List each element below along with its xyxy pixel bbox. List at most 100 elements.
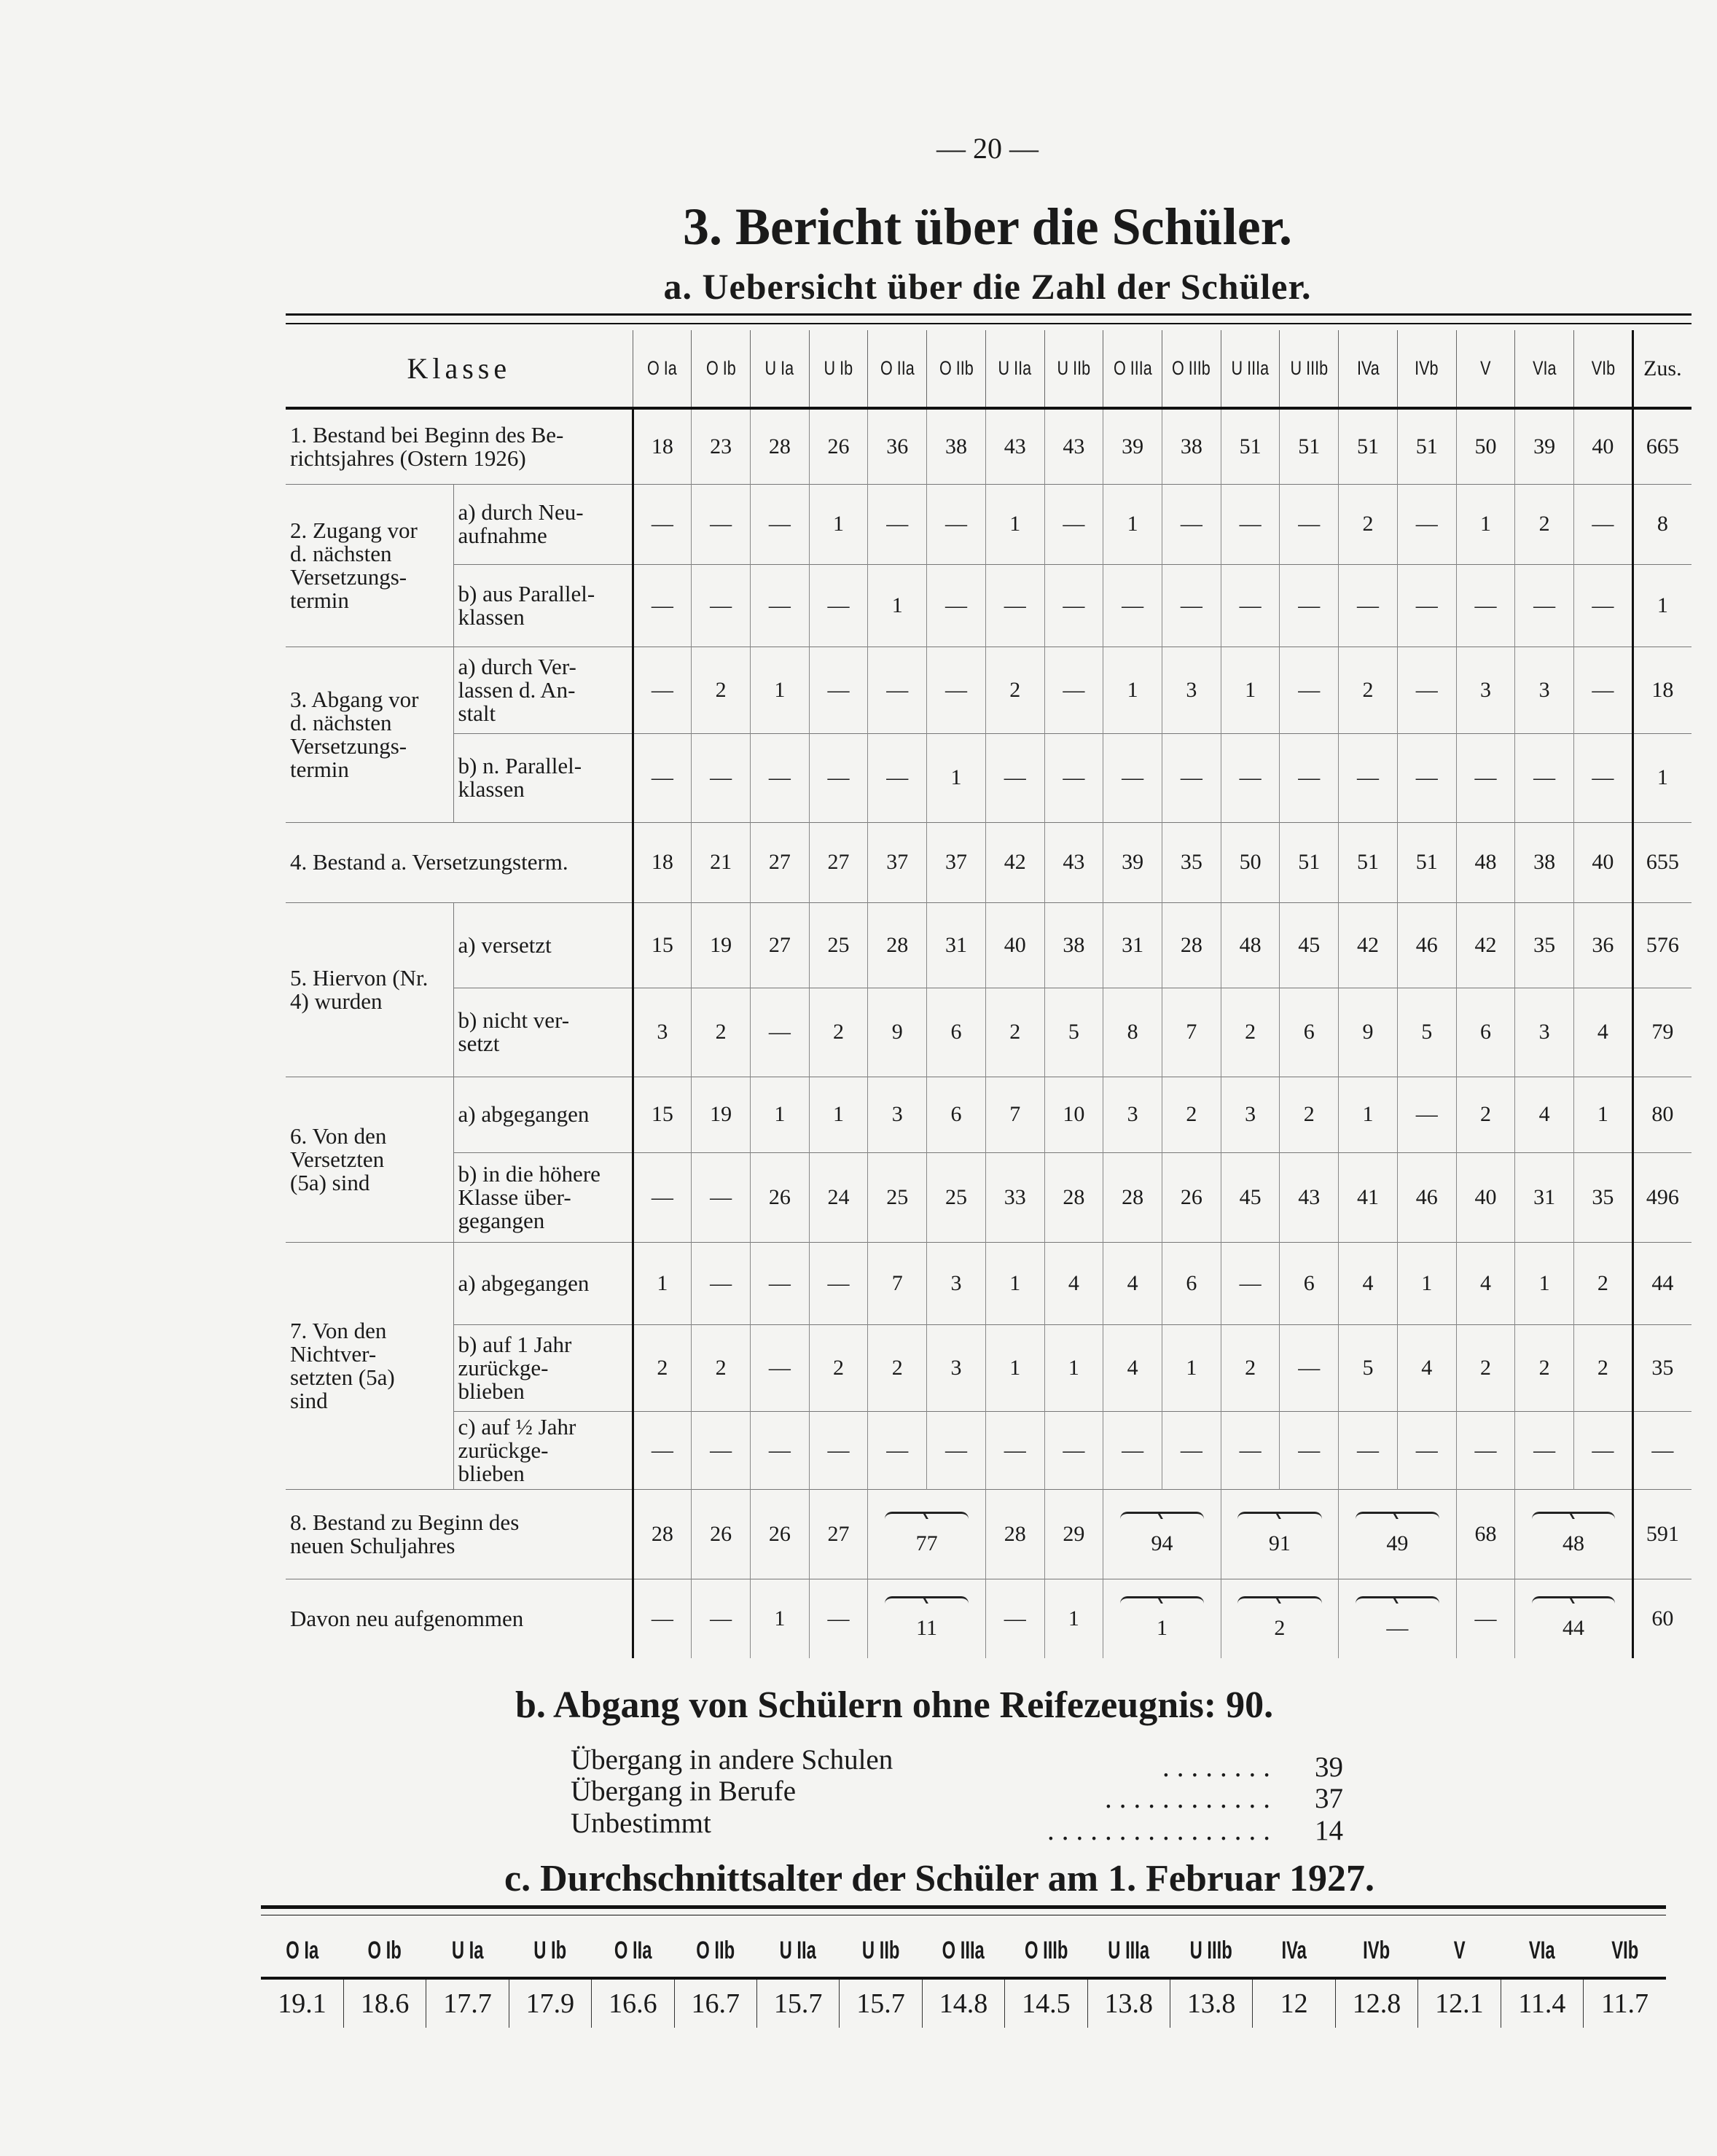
age-class-header: O IIIa xyxy=(942,1936,985,1964)
row-group-label: 3. Abgang vor d. nächsten Versetzungs- t… xyxy=(290,686,419,782)
value-cell: — xyxy=(1103,564,1162,647)
value-cell: 1 xyxy=(867,564,927,647)
value-cell: 51 xyxy=(1279,822,1339,902)
total-cell: 44 xyxy=(1631,1242,1691,1324)
table-row: 6. Von den Versetzten (5a) sind a) abgega… xyxy=(286,1077,1691,1194)
value-cell: 42 xyxy=(1455,902,1515,988)
row-sub-label: a) abgegangen xyxy=(453,1077,633,1152)
merged-value-cell: 91 xyxy=(1220,1489,1339,1579)
brace-icon xyxy=(1119,1512,1205,1521)
value-cell: 1 xyxy=(926,733,986,822)
value-cell: — xyxy=(1220,484,1280,564)
value-cell: 6 xyxy=(926,1077,986,1152)
value-cell: 4 xyxy=(1455,1242,1515,1324)
cell-value: 2 xyxy=(1274,1616,1286,1641)
value-cell: 33 xyxy=(985,1152,1045,1242)
value-cell: — xyxy=(1044,564,1103,647)
table-row: 3. Abgang vor d. nächsten Versetzungs- t… xyxy=(286,647,1691,781)
value-cell: — xyxy=(631,1411,692,1489)
value-cell: 3 xyxy=(1514,988,1574,1077)
value-cell: — xyxy=(1455,1411,1515,1489)
value-cell: — xyxy=(1279,564,1339,647)
cell-value: 49 xyxy=(1386,1531,1409,1555)
class-header: IVb xyxy=(1403,330,1451,408)
value-cell: — xyxy=(1396,733,1457,822)
value-cell: — xyxy=(1161,733,1221,822)
row-sub-label: b) aus Parallel- klassen xyxy=(453,564,633,647)
value-cell: — xyxy=(1103,733,1162,822)
value-cell: — xyxy=(1220,1242,1280,1324)
age-class-header: U IIIa xyxy=(1108,1936,1150,1964)
total-cell: 1 xyxy=(1631,733,1691,822)
value-cell: — xyxy=(1338,733,1398,822)
brace-icon xyxy=(884,1512,969,1521)
value-cell: 31 xyxy=(1514,1152,1574,1242)
value-cell: — xyxy=(749,988,810,1077)
leader-dots: ........ xyxy=(1162,1751,1278,1783)
value-cell: 3 xyxy=(1103,1077,1162,1152)
value-cell: 1 xyxy=(749,1579,810,1658)
total-cell: 18 xyxy=(1631,647,1691,733)
value-cell: — xyxy=(867,484,927,564)
value-cell: 51 xyxy=(1220,408,1280,484)
age-class-header: U Ia xyxy=(451,1936,484,1964)
table-row: 5. Hiervon (Nr. 4) wurden a) versetzt 15 19… xyxy=(286,902,1691,1012)
row-sub-label: b) nicht ver- setzt xyxy=(453,988,633,1077)
total-cell: 665 xyxy=(1631,408,1691,484)
cell-value: 1 xyxy=(1156,1616,1168,1641)
value-cell: 43 xyxy=(1044,408,1103,484)
total-cell: 655 xyxy=(1631,822,1691,902)
value-cell: — xyxy=(1573,564,1633,647)
brace-icon xyxy=(1355,1512,1440,1521)
value-cell: — xyxy=(1044,484,1103,564)
value-cell: 26 xyxy=(691,1489,751,1579)
value-cell: — xyxy=(631,484,692,564)
value-cell: 6 xyxy=(1279,1242,1339,1324)
value-cell: — xyxy=(1514,564,1574,647)
value-cell: 2 xyxy=(691,647,751,733)
table-row: 4. Bestand a. Versetzungsterm. 18 21 27 27 37… xyxy=(286,822,1691,902)
value-cell: 45 xyxy=(1220,1152,1280,1242)
value-cell: 27 xyxy=(808,1489,868,1579)
age-value: 17.9 xyxy=(508,1978,592,2028)
value-cell: 3 xyxy=(1514,647,1574,733)
value-cell: 46 xyxy=(1396,902,1457,988)
table-row: c) auf ½ Jahr zurückge- blieben — — — — — — — — —… xyxy=(286,1411,1691,1489)
value-cell: 6 xyxy=(1279,988,1339,1077)
value-cell: — xyxy=(1220,733,1280,822)
value-cell: 1 xyxy=(808,1077,868,1152)
value-cell: — xyxy=(808,564,868,647)
value-cell: 5 xyxy=(1338,1324,1398,1411)
value-cell: 4 xyxy=(1514,1077,1574,1152)
row-sub-label: c) auf ½ Jahr zurückge- blieben xyxy=(453,1411,633,1489)
value-cell: 27 xyxy=(808,822,868,902)
value-cell: — xyxy=(808,1579,868,1658)
cell-value: 94 xyxy=(1151,1531,1173,1555)
value-cell: 4 xyxy=(1103,1324,1162,1411)
departure-count: 39 xyxy=(1315,1751,1343,1783)
value-cell: — xyxy=(926,1411,986,1489)
value-cell: 2 xyxy=(1455,1324,1515,1411)
table-row: b) in die höhere Klasse über- gegangen — —… xyxy=(286,1152,1691,1242)
total-cell: 8 xyxy=(1631,484,1691,564)
table-row: 1. Bestand bei Beginn des Be- richtsjahr… xyxy=(286,408,1691,484)
merged-value-cell: 77 xyxy=(867,1489,986,1579)
age-row: 19.1 18.6 17.7 17.9 16.6 16.7 15.7 15.7 14.8 14.5… xyxy=(261,1978,1666,2028)
total-cell: — xyxy=(1631,1411,1691,1489)
value-cell: 43 xyxy=(985,408,1045,484)
value-cell: — xyxy=(691,1152,751,1242)
merged-value-cell: — xyxy=(1338,1579,1457,1658)
value-cell: 37 xyxy=(926,822,986,902)
brace-icon xyxy=(1531,1512,1616,1521)
value-cell: 4 xyxy=(1338,1242,1398,1324)
value-cell: 28 xyxy=(867,902,927,988)
class-header: IVa xyxy=(1344,330,1392,408)
merged-value-cell: 2 xyxy=(1220,1579,1339,1658)
class-header: VIa xyxy=(1520,330,1568,408)
value-cell: — xyxy=(985,564,1045,647)
value-cell: — xyxy=(1514,733,1574,822)
value-cell: — xyxy=(749,1324,810,1411)
merged-value-cell: 48 xyxy=(1514,1489,1633,1579)
class-header: U IIIb xyxy=(1285,330,1333,408)
age-value: 11.7 xyxy=(1583,1978,1666,2028)
